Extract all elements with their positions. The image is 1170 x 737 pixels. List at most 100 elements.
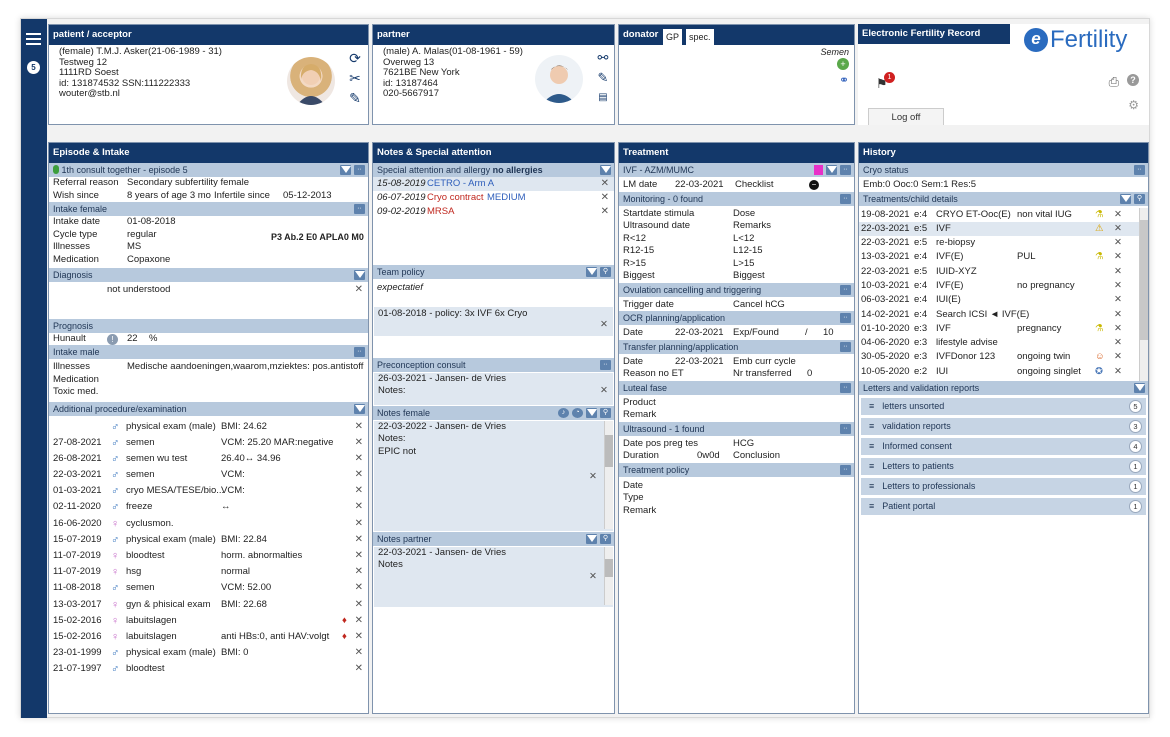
policy-header[interactable]: Treatment policy ·· bbox=[619, 462, 854, 477]
treatment-row[interactable]: 22-03-2021 e:5 IUID-XYZ ✕ bbox=[859, 265, 1148, 279]
cryo-more-icon[interactable]: ·· bbox=[1134, 165, 1145, 175]
procedure-row[interactable]: 23-01-1999 ♂ physical exam (male) BMI: 0 ✕ bbox=[49, 645, 368, 661]
procedure-remove-icon[interactable]: ✕ bbox=[354, 420, 363, 432]
procedure-remove-icon[interactable]: ✕ bbox=[354, 647, 363, 659]
monitoring-more-icon[interactable]: ·· bbox=[840, 193, 851, 204]
treatment-remove-icon[interactable]: ✕ bbox=[1114, 351, 1122, 363]
treatment-row[interactable]: 04-06-2020 e:3 lifestyle advise ✕ bbox=[859, 336, 1148, 350]
procedure-remove-icon[interactable]: ✕ bbox=[354, 469, 363, 481]
special-remove-icon[interactable]: ✕ bbox=[600, 192, 609, 203]
hamburger-menu-icon[interactable] bbox=[26, 33, 41, 48]
np-remove-icon[interactable]: ✕ bbox=[589, 570, 597, 582]
special-row[interactable]: 06-07-2019 Cryo contract MEDIUM ✕ bbox=[373, 191, 614, 205]
treatment-remove-icon[interactable]: ✕ bbox=[1114, 365, 1122, 377]
special-remove-icon[interactable]: ✕ bbox=[600, 178, 609, 189]
treatments-scrollbar[interactable] bbox=[1139, 207, 1148, 381]
ocr-header[interactable]: OCR planning/application ·· bbox=[619, 311, 854, 325]
nf-dropdown-icon[interactable] bbox=[586, 407, 597, 418]
info-icon[interactable]: ! bbox=[107, 333, 118, 345]
ultrasound-header[interactable]: Ultrasound - 1 found ·· bbox=[619, 421, 854, 436]
ocr-more-icon[interactable]: ·· bbox=[840, 313, 851, 323]
treatment-remove-icon[interactable]: ✕ bbox=[1114, 322, 1122, 334]
treatment-remove-icon[interactable]: ✕ bbox=[1114, 337, 1122, 349]
no-entry-icon[interactable]: − bbox=[809, 180, 819, 190]
procedure-row[interactable]: 01-03-2021 ♂ cryo MESA/TESE/bio... VCM: ✕ bbox=[49, 483, 368, 499]
logoff-button[interactable]: Log off bbox=[868, 108, 944, 125]
treatment-row[interactable]: 22-03-2021 e:5 re-biopsy ✕ bbox=[859, 236, 1148, 250]
letters-category[interactable]: ≡ letters unsorted 5 bbox=[861, 397, 1146, 415]
procedure-row[interactable]: 02-11-2020 ♂ freeze ↔ ✕ bbox=[49, 499, 368, 515]
precon-remove-icon[interactable]: ✕ bbox=[600, 384, 608, 396]
treatment-remove-icon[interactable]: ✕ bbox=[1114, 379, 1122, 381]
procedure-row[interactable]: 15-02-2016 ♀ labuitslagen anti HBs:0, anti … bbox=[49, 629, 368, 645]
scissors-icon[interactable]: ✂ bbox=[349, 70, 361, 86]
procedure-row[interactable]: 15-02-2016 ♀ labuitslagen ♦ ✕ bbox=[49, 613, 368, 629]
unlink-icon[interactable]: ⚯ bbox=[597, 50, 609, 65]
tab-donator[interactable]: donator bbox=[623, 29, 659, 40]
episode-selector[interactable]: 1th consult together - episode 5 ·· bbox=[49, 163, 368, 177]
procedure-remove-icon[interactable]: ✕ bbox=[354, 517, 363, 529]
procedure-remove-icon[interactable]: ✕ bbox=[354, 550, 363, 561]
nav-badge[interactable]: 5 bbox=[27, 61, 40, 74]
np-search-icon[interactable]: ⚲ bbox=[600, 533, 611, 544]
team-policy-header[interactable]: Team policy ⚲ bbox=[373, 265, 614, 279]
np-dropdown-icon[interactable] bbox=[586, 533, 597, 544]
letters-dropdown-icon[interactable] bbox=[1134, 382, 1145, 393]
special-row[interactable]: 09-02-2019 MRSA ✕ bbox=[373, 205, 614, 219]
ivf-more-icon[interactable]: ·· bbox=[840, 165, 851, 175]
treatment-row[interactable]: 01-10-2020 e:3 IVF pregnancy ⚗ ✕ bbox=[859, 322, 1148, 336]
team-remove-icon[interactable]: ✕ bbox=[600, 318, 608, 330]
procedure-row[interactable]: 13-03-2017 ♀ gyn & phisical exam BMI: 22.68… bbox=[49, 597, 368, 613]
procedure-remove-icon[interactable]: ✕ bbox=[354, 614, 363, 626]
special-row[interactable]: 15-08-2019 CETRO - Arm A ✕ bbox=[373, 177, 614, 191]
procedure-remove-icon[interactable]: ✕ bbox=[354, 598, 363, 610]
letters-category[interactable]: ≡ Patient portal 1 bbox=[861, 497, 1146, 515]
ultrasound-more-icon[interactable]: ·· bbox=[840, 423, 851, 434]
special-remove-icon[interactable]: ✕ bbox=[600, 206, 609, 217]
diagnosis-header[interactable]: Diagnosis bbox=[49, 268, 368, 282]
procedure-row[interactable]: 15-07-2019 ♂ physical exam (male) BMI: 22.8… bbox=[49, 532, 368, 548]
treatment-remove-icon[interactable]: ✕ bbox=[1114, 237, 1122, 249]
letters-header[interactable]: Letters and validation reports bbox=[859, 380, 1148, 395]
special-attention-header[interactable]: Special attention and allergy no allergi… bbox=[373, 163, 614, 177]
letters-category[interactable]: ≡ Informed consent 4 bbox=[861, 437, 1146, 455]
treatment-remove-icon[interactable]: ✕ bbox=[1114, 265, 1122, 277]
nf-search-icon[interactable]: ⚲ bbox=[600, 407, 611, 418]
treatments-dropdown-icon[interactable] bbox=[1120, 193, 1131, 204]
ovulation-header[interactable]: Ovulation cancelling and triggering ·· bbox=[619, 282, 854, 297]
treatment-remove-icon[interactable]: ✕ bbox=[1114, 294, 1122, 306]
procedure-remove-icon[interactable]: ✕ bbox=[354, 533, 363, 545]
procedure-row[interactable]: 16-06-2020 ♀ cyclusmon. ✕ bbox=[49, 516, 368, 532]
episode-more-icon[interactable]: ·· bbox=[354, 165, 365, 175]
checklist-label[interactable]: Checklist bbox=[735, 179, 774, 190]
ivf-dropdown-icon[interactable] bbox=[826, 165, 837, 175]
procedure-row[interactable]: 21-07-1997 ♂ bloodtest ✕ bbox=[49, 661, 368, 677]
treatment-row[interactable]: 10-05-2020 e:2 IUI ongoing singlet ✪ ✕ bbox=[859, 365, 1148, 379]
cryo-status-header[interactable]: Cryo status ·· bbox=[859, 163, 1148, 177]
diagnosis-remove-icon[interactable]: ✕ bbox=[354, 284, 363, 295]
procedure-remove-icon[interactable]: ✕ bbox=[354, 485, 363, 497]
treatment-remove-icon[interactable]: ✕ bbox=[1114, 251, 1122, 263]
treatment-row[interactable]: 19-08-2021 e:4 CRYO ET-Ooc(E) non vital IUG… bbox=[859, 208, 1148, 222]
diagnosis-dropdown-icon[interactable] bbox=[354, 270, 365, 280]
luteal-more-icon[interactable]: ·· bbox=[840, 382, 851, 393]
precon-more-icon[interactable]: ·· bbox=[600, 359, 611, 370]
notes-partner-header[interactable]: Notes partner ⚲ bbox=[373, 531, 614, 546]
intake-female-header[interactable]: Intake female ·· bbox=[49, 202, 368, 216]
link-icon[interactable]: ⚭ bbox=[838, 73, 849, 87]
procedure-remove-icon[interactable]: ✕ bbox=[354, 452, 363, 464]
preconception-header[interactable]: Preconception consult ·· bbox=[373, 357, 614, 372]
tab-gp[interactable]: GP bbox=[663, 29, 683, 45]
treatment-row[interactable]: 13-03-2021 e:4 IVF(E) PUL ⚗ ✕ bbox=[859, 250, 1148, 264]
help-icon[interactable]: ? bbox=[1127, 74, 1139, 86]
treatment-row[interactable]: 14-02-2021 e:4 Search ICSI ◄ IVF(E) ✕ bbox=[859, 308, 1148, 322]
settings-gear-icon[interactable]: ⚙ bbox=[1128, 98, 1139, 112]
intake-male-header[interactable]: Intake male ·· bbox=[49, 345, 368, 359]
intake-female-more-icon[interactable]: ·· bbox=[354, 204, 365, 214]
team-dropdown-icon[interactable] bbox=[586, 267, 597, 277]
treatment-remove-icon[interactable]: ✕ bbox=[1114, 308, 1122, 320]
procedure-row[interactable]: ♂ physical exam (male) BMI: 24.62 ✕ bbox=[49, 419, 368, 435]
letters-category[interactable]: ≡ validation reports 3 bbox=[861, 417, 1146, 435]
procedure-row[interactable]: 27-08-2021 ♂ semen VCM: 25.20 MAR:negative ✕ bbox=[49, 435, 368, 451]
treatment-remove-icon[interactable]: ✕ bbox=[1114, 208, 1122, 220]
